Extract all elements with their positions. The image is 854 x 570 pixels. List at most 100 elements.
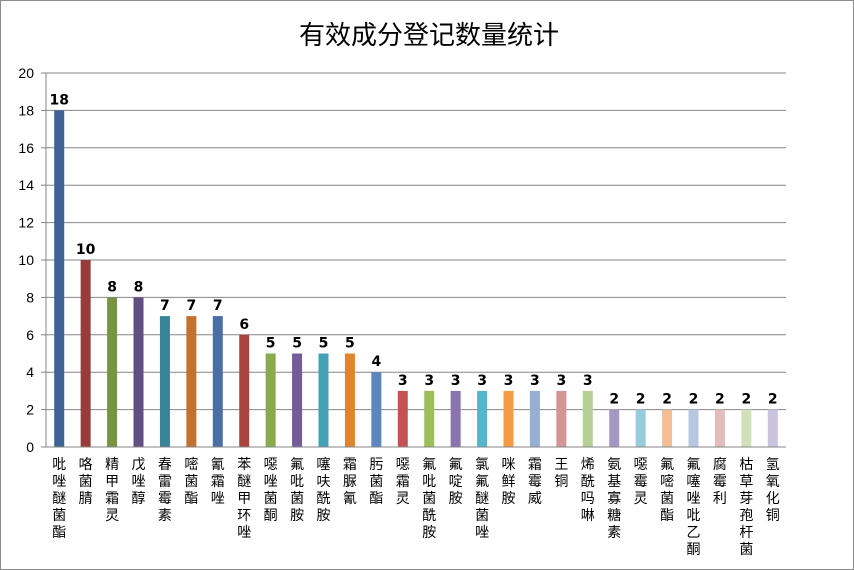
- y-tick-label: 12: [18, 215, 34, 231]
- bar: [318, 353, 329, 447]
- category-label: 氟啶胺: [449, 457, 463, 507]
- bar: [688, 409, 699, 447]
- bars: [54, 110, 778, 448]
- category-label: 咪鲜胺: [502, 457, 516, 507]
- y-tick-label: 20: [18, 65, 34, 81]
- data-label: 7: [213, 298, 223, 314]
- data-label: 4: [371, 354, 381, 370]
- data-label: 2: [662, 392, 672, 408]
- data-label: 2: [609, 392, 619, 408]
- category-label: 氢氧化铜: [766, 457, 780, 524]
- category-label: 吡唑醚菌酯: [52, 457, 66, 541]
- category-label: 咯菌腈: [79, 457, 93, 507]
- bar: [239, 334, 250, 447]
- data-label: 7: [160, 298, 170, 314]
- data-label: 10: [76, 242, 96, 258]
- bar: [292, 353, 303, 447]
- data-label: 2: [715, 392, 725, 408]
- y-tick-label: 4: [26, 364, 34, 380]
- category-label: 霜霉威: [528, 457, 542, 507]
- category-label: 噁霜灵: [396, 457, 410, 507]
- bar: [424, 390, 435, 447]
- category-label: 戊唑醇: [132, 457, 146, 507]
- data-label: 5: [345, 336, 355, 352]
- data-label: 8: [134, 279, 144, 295]
- data-label: 2: [636, 392, 646, 408]
- y-tick-label: 8: [26, 289, 34, 305]
- y-tick-label: 2: [26, 402, 34, 418]
- data-label: 3: [398, 373, 408, 389]
- data-label: 2: [768, 392, 778, 408]
- data-label: 6: [239, 317, 249, 333]
- bar: [767, 409, 778, 447]
- y-tick-label: 10: [18, 252, 34, 268]
- y-tick-label: 6: [26, 327, 34, 343]
- data-label: 3: [530, 373, 540, 389]
- bar: [556, 390, 567, 447]
- data-label: 5: [266, 336, 276, 352]
- bar: [80, 260, 91, 447]
- data-label: 3: [451, 373, 461, 389]
- gridlines: [46, 72, 786, 411]
- bar: [133, 297, 144, 447]
- data-label: 5: [292, 336, 302, 352]
- category-label: 氟吡菌酰胺: [422, 457, 436, 541]
- category-label: 春雷霉素: [158, 457, 172, 524]
- bar: [54, 110, 65, 448]
- category-label: 嘧菌酯: [184, 456, 198, 507]
- bar: [371, 372, 382, 447]
- bar: [529, 390, 540, 447]
- bar: [477, 390, 488, 447]
- category-label: 氟吡菌胺: [290, 457, 304, 524]
- y-tick-label: 14: [18, 177, 34, 193]
- data-label: 3: [504, 373, 514, 389]
- bar: [635, 409, 646, 447]
- bar: [397, 390, 408, 447]
- bar: [212, 316, 223, 447]
- category-label: 噻呋酰胺: [317, 456, 331, 524]
- bar: [450, 390, 461, 447]
- data-label: 7: [186, 298, 196, 314]
- data-label: 18: [49, 92, 68, 108]
- category-label: 噁唑菌酮: [264, 457, 278, 524]
- category-label: 精甲霜灵: [105, 457, 119, 524]
- bar: [107, 297, 118, 447]
- bar: [714, 409, 725, 447]
- data-label: 3: [477, 373, 487, 389]
- category-label: 氟噻唑吡乙酮: [687, 457, 701, 558]
- category-label: 苯醚甲环唑: [237, 456, 251, 541]
- bar: [609, 409, 620, 447]
- bar: [159, 316, 170, 447]
- data-label: 2: [689, 392, 699, 408]
- category-label: 噁霉灵: [634, 457, 648, 507]
- bar: [662, 409, 673, 447]
- bar: [503, 390, 514, 447]
- data-label: 3: [556, 373, 566, 389]
- y-tick-label: 18: [18, 102, 34, 118]
- category-label: 烯酰吗啉: [581, 457, 595, 524]
- bar: [741, 409, 752, 447]
- data-label: 2: [741, 392, 751, 408]
- data-label: 5: [319, 336, 329, 352]
- y-tick-label: 0: [26, 439, 34, 455]
- category-label: 氨基寡糖素: [607, 457, 621, 541]
- data-label: 8: [107, 279, 117, 295]
- bar: [265, 353, 276, 447]
- category-label: 肟菌酯: [369, 457, 383, 507]
- bar: [582, 390, 593, 447]
- category-label: 王铜: [554, 457, 568, 490]
- x-axis-categories: 吡唑醚菌酯咯菌腈精甲霜灵戊唑醇春雷霉素嘧菌酯氰霜唑苯醚甲环唑噁唑菌酮氟吡菌胺噻呋…: [52, 456, 780, 558]
- category-label: 氯氟醚菌唑: [475, 457, 489, 541]
- category-label: 氰霜唑: [211, 457, 225, 507]
- bar: [186, 316, 197, 447]
- category-label: 霜脲氰: [343, 457, 357, 507]
- data-label: 3: [583, 373, 593, 389]
- category-label: 氟嘧菌酯: [660, 457, 674, 524]
- category-label: 枯草芽孢杆菌: [739, 457, 753, 558]
- y-tick-label: 16: [18, 140, 34, 156]
- chart-title: 有效成分登记数量统计: [299, 21, 559, 51]
- bar: [344, 353, 355, 447]
